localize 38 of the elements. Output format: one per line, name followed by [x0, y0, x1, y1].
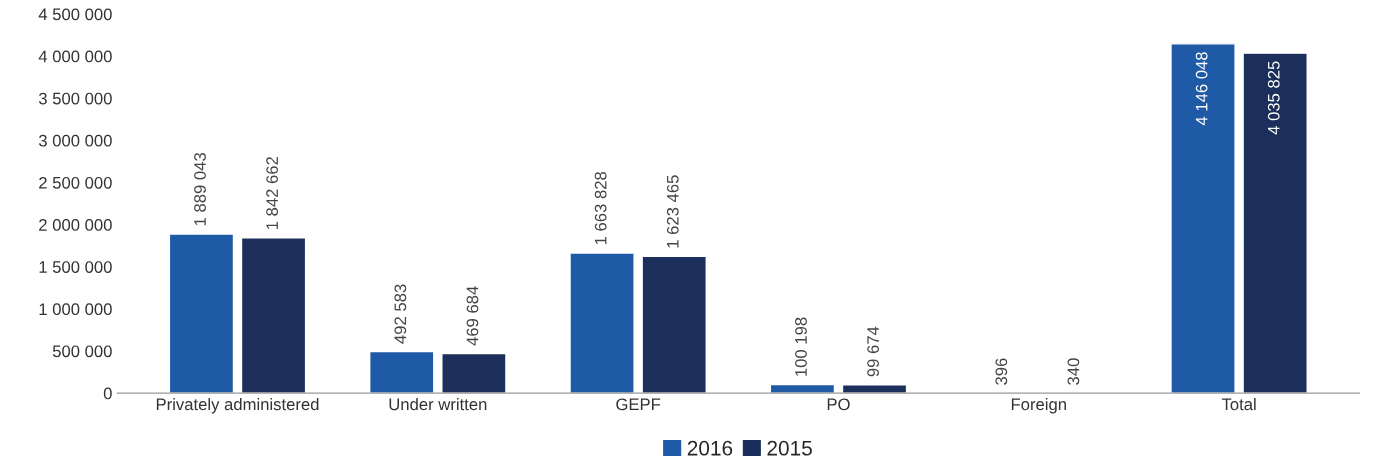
legend-label: 2015 — [767, 440, 812, 456]
text: 100 198 — [795, 317, 807, 376]
y-tick-label: 500 000 — [52, 345, 112, 358]
y-tick-label: 2 500 000 — [39, 176, 112, 189]
x-tick-label: Privately administered — [156, 397, 319, 414]
bar — [641, 255, 707, 394]
bar — [240, 237, 307, 394]
bar — [441, 352, 507, 394]
y-tick-label: 4 500 000 — [38, 8, 112, 21]
bar — [1242, 52, 1308, 394]
text: 4 035 825 — [1267, 61, 1280, 135]
y-tick-label: 4 000 000 — [38, 50, 112, 63]
text: 396 — [995, 358, 1008, 385]
x-tick-label: GEPF — [616, 398, 661, 411]
text: 469 684 — [466, 286, 479, 346]
y-tick-label: 0 — [103, 387, 112, 400]
text: 492 583 — [394, 284, 407, 344]
x-tick-label: Under written — [389, 397, 487, 411]
legend-label: 2016 — [687, 440, 733, 456]
x-tick-label: Total — [1221, 397, 1256, 411]
y-tick-label: 2 000 000 — [39, 219, 112, 231]
bar — [569, 252, 635, 394]
text: 1 623 465 — [666, 175, 679, 248]
text: 340 — [1067, 358, 1080, 385]
y-tick-label: 3 500 000 — [38, 92, 112, 105]
text: 1 842 662 — [266, 157, 279, 230]
x-tick-label: Foreign — [1011, 397, 1066, 414]
text: 1 663 828 — [594, 171, 607, 245]
bar — [1170, 43, 1236, 394]
text: 99 674 — [867, 326, 879, 377]
text: 4 146 048 — [1195, 52, 1208, 126]
y-tick-label: 3 000 000 — [38, 134, 112, 147]
x-tick-label: PO — [827, 398, 850, 411]
text: 1 889 043 — [194, 152, 206, 226]
y-tick-label: 1 000 000 — [39, 303, 112, 316]
bar — [369, 350, 435, 394]
y-tick-label: 1 500 000 — [39, 261, 112, 273]
bar — [168, 233, 235, 394]
